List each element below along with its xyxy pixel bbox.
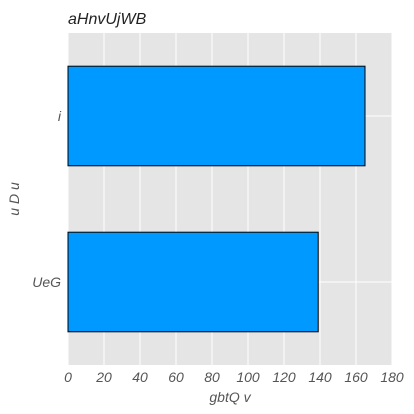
x-tick-label: 120 (272, 369, 296, 385)
y-tick-label: i (58, 108, 62, 124)
x-axis-label: gbtQ v (209, 389, 251, 405)
bars (67, 65, 366, 333)
bar-UeG (67, 231, 319, 333)
x-tick-label: 40 (132, 369, 148, 385)
y-tick-labels: i UeG (32, 108, 62, 290)
x-tick-label: 160 (344, 369, 368, 385)
x-tick-labels: 0 20 40 60 80 100 120 140 160 180 (64, 369, 404, 385)
x-tick-label: 140 (308, 369, 332, 385)
x-tick-label: 0 (64, 369, 72, 385)
x-tick-label: 180 (380, 369, 404, 385)
x-tick-label: 80 (204, 369, 220, 385)
y-tick-label: UeG (32, 274, 61, 290)
bar-i (67, 65, 366, 167)
x-tick-label: 60 (168, 369, 184, 385)
chart-title: aHnvUjWB (68, 11, 147, 28)
y-axis-label: u D u (6, 182, 22, 216)
x-tick-label: 100 (236, 369, 260, 385)
x-tick-label: 20 (95, 369, 112, 385)
